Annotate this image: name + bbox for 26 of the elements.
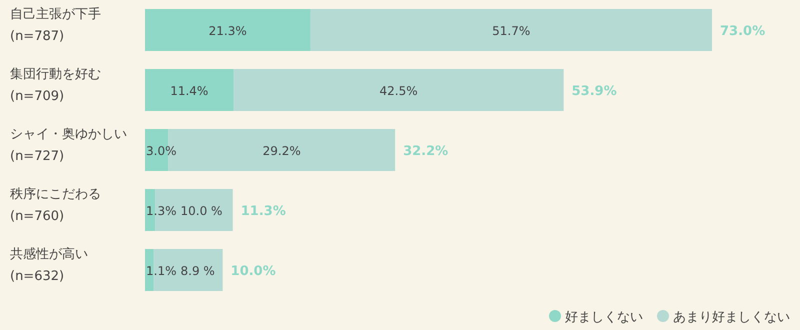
bar bbox=[310, 9, 712, 51]
total-label: 10.0% bbox=[230, 264, 276, 279]
bar bbox=[145, 69, 234, 111]
y-tick-label: 自己主張が下手 (n=787) bbox=[10, 6, 101, 44]
legend-label: あまり好ましくない bbox=[673, 310, 790, 325]
data-label: 29.2% bbox=[262, 144, 301, 158]
data-label: 1.1% bbox=[146, 264, 176, 278]
y-tick-label: シャイ・奥ゆかしい (n=727) bbox=[10, 127, 127, 164]
total-label: 32.2% bbox=[403, 144, 448, 159]
bar bbox=[145, 9, 310, 51]
y-tick-label: 共感性が高い (n=632) bbox=[10, 246, 88, 284]
data-label: 1.3% bbox=[146, 204, 176, 218]
data-label: 10.0 % bbox=[180, 204, 222, 218]
data-label: 3.0% bbox=[146, 144, 176, 158]
legend-label: 好ましくない bbox=[565, 310, 643, 325]
data-label: 21.3% bbox=[208, 24, 247, 38]
data-label: 42.5% bbox=[380, 84, 418, 98]
data-label: 8.9 % bbox=[180, 264, 215, 278]
data-label: 51.7% bbox=[492, 24, 530, 38]
total-label: 53.9% bbox=[572, 84, 617, 99]
total-label: 73.0% bbox=[720, 24, 766, 39]
total-label: 11.3% bbox=[240, 204, 286, 219]
data-label: 11.4% bbox=[170, 84, 208, 98]
y-tick-label: 集団行動を好む (n=709) bbox=[10, 67, 101, 104]
bar bbox=[234, 69, 564, 111]
y-tick-label: 秩序にこだわる (n=760) bbox=[10, 186, 101, 224]
